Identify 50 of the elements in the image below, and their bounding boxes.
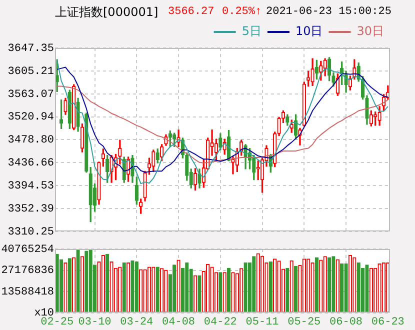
candlestick [369,110,373,126]
candlestick [160,144,164,162]
candlestick [97,162,101,205]
candlestick [64,98,68,115]
legend-label: 5日 [242,24,262,38]
y-tick-label: 3352.39 [8,203,54,216]
x-tick-label: 03-24 [120,316,154,328]
y-tick-label: 3563.07 [8,88,54,101]
legend-label: 30日 [356,24,384,38]
candlestick [378,106,382,126]
candlestick [118,140,122,164]
x-tick-label: 04-22 [204,316,237,328]
candlestick [172,132,176,147]
text: 2021-06-23 15:00:25 [266,6,392,18]
candlestick [231,156,235,174]
text: 3566.27 [168,6,214,18]
candlestick [76,98,80,132]
candlestick [306,70,310,87]
x-tick-label: 05-11 [246,316,280,328]
candlestick [310,58,314,86]
y-tick-label: 13588418 [1,286,54,298]
candlestick [218,133,222,150]
text: 0.25%↑ [222,6,262,18]
y-tick-label: 3647.35 [8,42,54,55]
candlestick [374,112,378,126]
y-tick-label: 3436.66 [8,158,54,170]
candlestick [139,198,143,214]
candlestick [134,176,138,205]
x-tick-label: 05-25 [288,316,321,328]
y-tick-label: 3478.80 [8,134,54,147]
chart-title: 上证指数[000001] [55,4,158,21]
candlestick [55,59,59,92]
y-tick-label: 27176836 [1,265,54,278]
candlestick [88,167,92,222]
y-tick-label: 3520.94 [8,112,54,124]
y-tick-label: 3605.21 [8,66,54,78]
x-tick-label: 04-08 [162,316,196,328]
legend-label: 10日 [295,24,323,38]
candlestick [198,168,202,188]
candlestick [193,168,198,191]
y-tick-label: 3394.53 [8,180,54,192]
candlestick [80,123,84,152]
y-tick-label: 40765254 [1,244,54,256]
candlestick [59,100,64,130]
x-tick-label: 03-10 [78,316,112,328]
candlestick [143,170,147,202]
x-tick-label: 06-08 [330,316,363,328]
candlestick [152,150,156,172]
y-tick-label: 3310.25 [8,226,54,238]
x-tick-label: 06-23 [371,316,404,328]
